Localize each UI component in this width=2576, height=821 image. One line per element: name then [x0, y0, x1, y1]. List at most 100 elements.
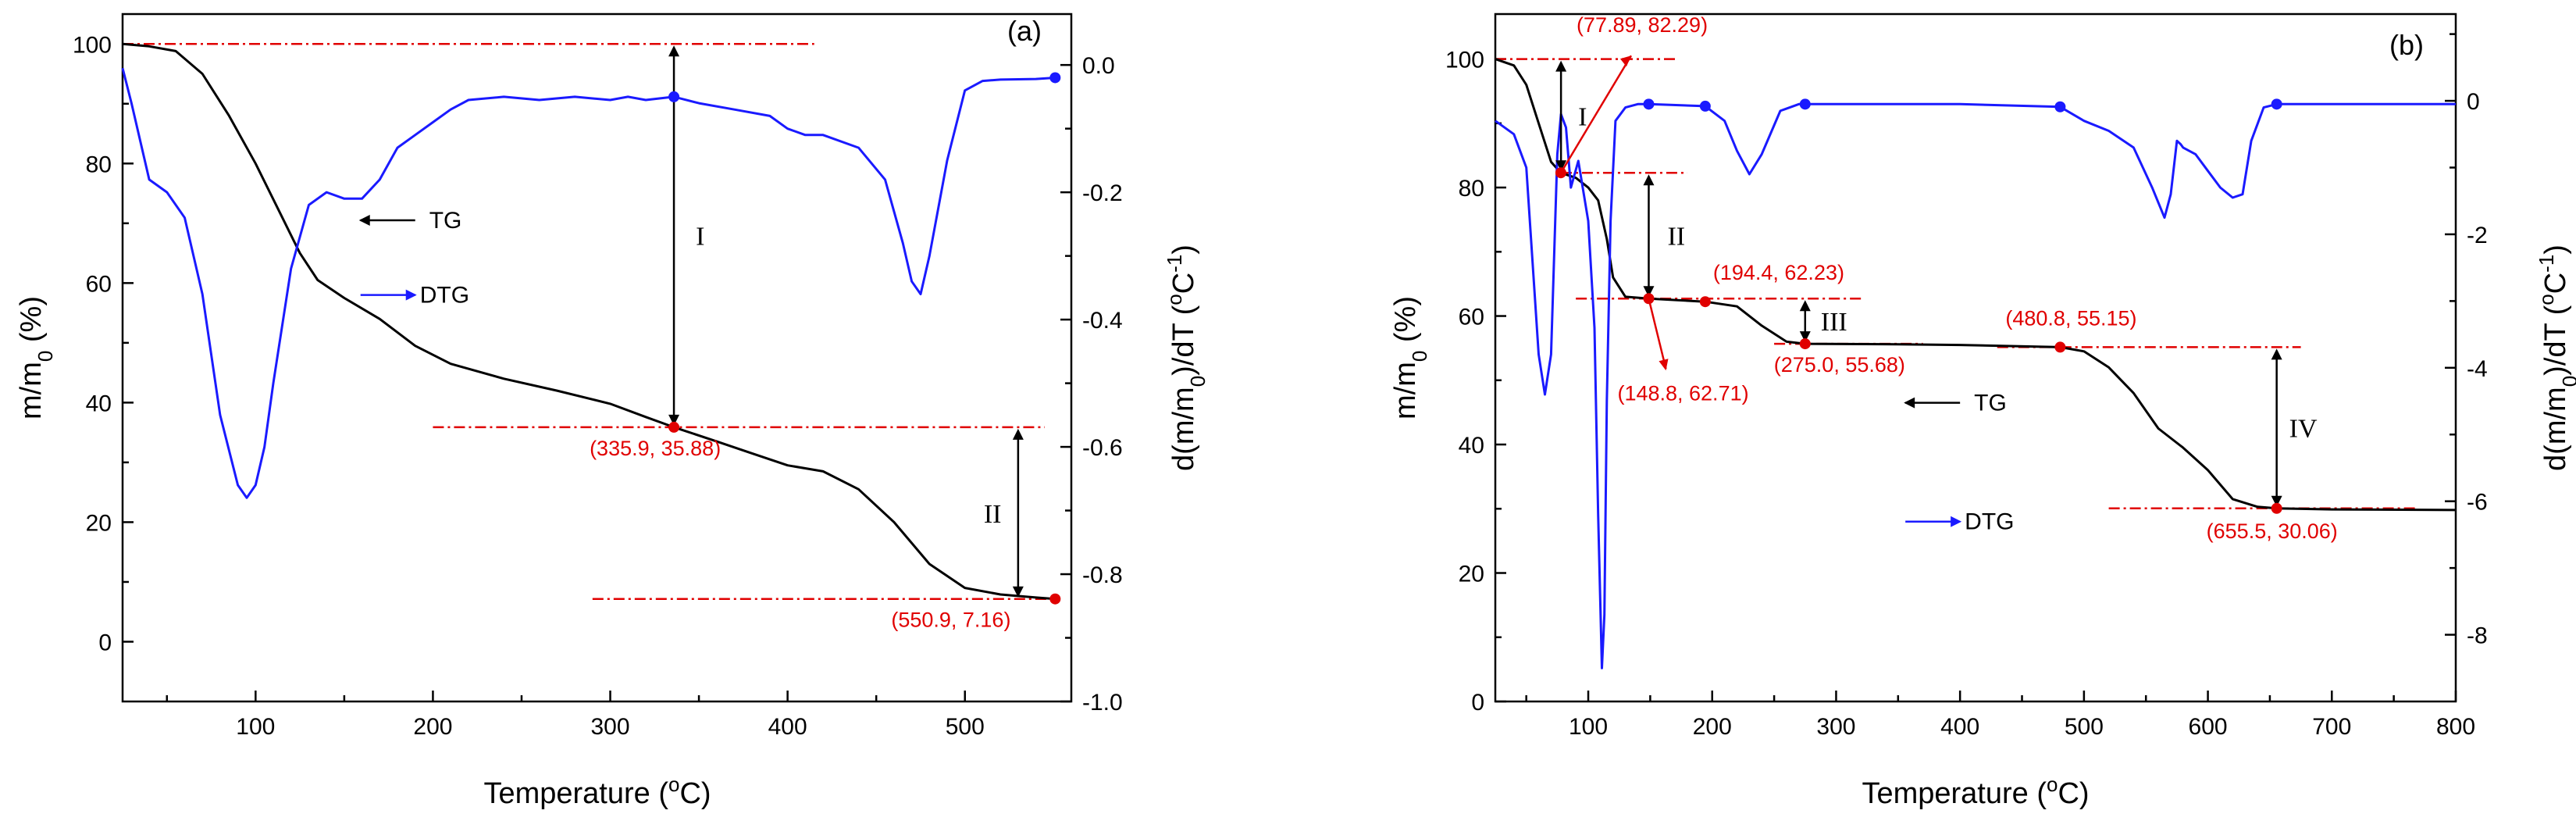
y-right-tick-label: -0.2 [1082, 180, 1123, 206]
tg-point [1049, 593, 1061, 605]
y-right-tick-label: -0.8 [1082, 562, 1123, 588]
step-label: I [1578, 102, 1587, 131]
y-left-tick-label: 80 [1459, 176, 1484, 202]
panel-a-frame [121, 12, 1073, 703]
pointer-head [1659, 359, 1669, 371]
y-left-tick-label: 60 [1459, 305, 1484, 330]
step-label: IV [2289, 415, 2318, 444]
x-tick-label: 100 [236, 714, 275, 740]
x-tick-label: 300 [591, 714, 630, 740]
y-left-tick-label: 40 [86, 391, 112, 416]
y-right-tick-label: -8 [2467, 623, 2488, 649]
panel-a-label: (a) [1007, 15, 1042, 47]
panel-a-xlabel: Temperature (oC) [483, 773, 711, 810]
panel-a: 100 200 300 400 500 0 20 40 60 80 100 0.0 -0.2 -0.4 -0… [15, 12, 1210, 810]
arrow-head-up [1643, 174, 1655, 186]
legend-label: DTG [420, 283, 469, 309]
y-right-tick-label: -4 [2467, 356, 2488, 382]
panel-b-xlabel: Temperature (oC) [1862, 773, 2089, 810]
series-tg [122, 42, 1056, 601]
point-annotation: (655.5, 30.06) [2207, 519, 2338, 543]
x-tick-label: 600 [2189, 714, 2228, 740]
point-annotation: (275.0, 55.68) [1774, 353, 1905, 377]
legend-arrow-head [405, 289, 417, 301]
x-tick-label: 300 [1816, 714, 1855, 740]
panel-b-frame [1494, 12, 2457, 703]
panel-a-ylabel-left: m/m0 (%) [15, 296, 57, 419]
step-label: I [696, 223, 704, 252]
dtg-point [1699, 100, 1711, 112]
y-left-tick-label: 20 [1459, 562, 1484, 587]
point-annotation: (77.89, 82.29) [1577, 13, 1708, 37]
step-label: II [1667, 223, 1685, 252]
arrow-head-down [1012, 586, 1024, 598]
arrow-head-up [1799, 300, 1811, 312]
dtg-point [2054, 101, 2066, 112]
arrow-head-down [668, 414, 680, 426]
point-annotation: (480.8, 55.15) [2005, 306, 2136, 330]
annotation-pointer [1559, 55, 1633, 173]
arrow-head-up [1555, 60, 1567, 72]
dtg-point [2271, 98, 2282, 110]
legend-label: DTG [1965, 509, 2014, 535]
y-right-tick-label: -2 [2467, 223, 2488, 248]
point-annotation: (335.9, 35.88) [590, 437, 721, 460]
legend-arrow-head [1904, 397, 1915, 409]
tg-point [668, 421, 680, 433]
x-tick-label: 200 [1693, 714, 1732, 740]
x-tick-label: 100 [1569, 714, 1608, 740]
arrow-head-down [1555, 160, 1567, 172]
point-annotation: (148.8, 62.71) [1617, 381, 1748, 405]
y-right-tick-label: -6 [2467, 490, 2488, 516]
point-annotation: (194.4, 62.23) [1713, 261, 1844, 284]
x-tick-label: 400 [1940, 714, 1979, 740]
y-right-tick-label: 0 [2467, 89, 2480, 115]
y-right-tick-label: -0.4 [1082, 308, 1123, 334]
y-right-tick-label: 0.0 [1082, 53, 1115, 79]
y-left-tick-label: 100 [73, 32, 112, 58]
legend-arrow-head [1951, 516, 1962, 527]
y-right-tick-label: -1.0 [1082, 690, 1123, 716]
annotation-pointer [1648, 298, 1667, 369]
point-annotation: (550.9, 7.16) [891, 609, 1010, 632]
arrow-head-down [1799, 331, 1811, 343]
x-tick-label: 400 [768, 714, 807, 740]
tg-point [1699, 296, 1711, 308]
tg-point [1799, 338, 1811, 350]
x-tick-label: 500 [2065, 714, 2104, 740]
panel-a-ylabel-right: d(m/m0)/dT (oC-1) [1163, 245, 1210, 471]
y-left-tick-label: 0 [98, 630, 112, 655]
tg-point [2271, 502, 2282, 514]
y-left-tick-label: 60 [86, 271, 112, 297]
arrow-head-up [668, 45, 680, 57]
step-label: II [984, 500, 1002, 529]
dtg-point [1799, 98, 1811, 110]
arrow-head-up [2271, 348, 2282, 360]
arrow-head-down [2271, 495, 2282, 507]
panel-b-ylabel-left: m/m0 (%) [1389, 296, 1431, 419]
tg-point [2054, 341, 2066, 353]
dtg-point [1643, 98, 1655, 110]
y-left-tick-label: 0 [1471, 690, 1484, 716]
x-tick-label: 700 [2312, 714, 2351, 740]
legend-arrow-head [358, 215, 370, 226]
y-left-tick-label: 80 [86, 152, 112, 177]
arrow-head-up [1012, 428, 1024, 440]
legend-label: TG [1974, 391, 2007, 416]
y-left-tick-label: 20 [86, 510, 112, 536]
pointer-head [1619, 55, 1631, 67]
y-right-tick-label: -0.6 [1082, 435, 1123, 461]
x-tick-label: 800 [2436, 714, 2475, 740]
series-dtg [121, 67, 1056, 499]
step-label: III [1821, 308, 1847, 337]
panel-b: 100 200 300 400 500 600 700 800 0 20 40 60 80 100 0 -2 -… [1389, 12, 2576, 810]
x-tick-label: 500 [946, 714, 985, 740]
panel-b-ylabel-right: d(m/m0)/dT (oC-1) [2535, 245, 2576, 471]
panel-b-label: (b) [2389, 29, 2424, 61]
arrow-head-down [1643, 286, 1655, 298]
dtg-point [1049, 72, 1061, 84]
y-left-tick-label: 100 [1445, 48, 1484, 73]
x-tick-label: 200 [413, 714, 452, 740]
series-dtg [1495, 102, 2456, 669]
